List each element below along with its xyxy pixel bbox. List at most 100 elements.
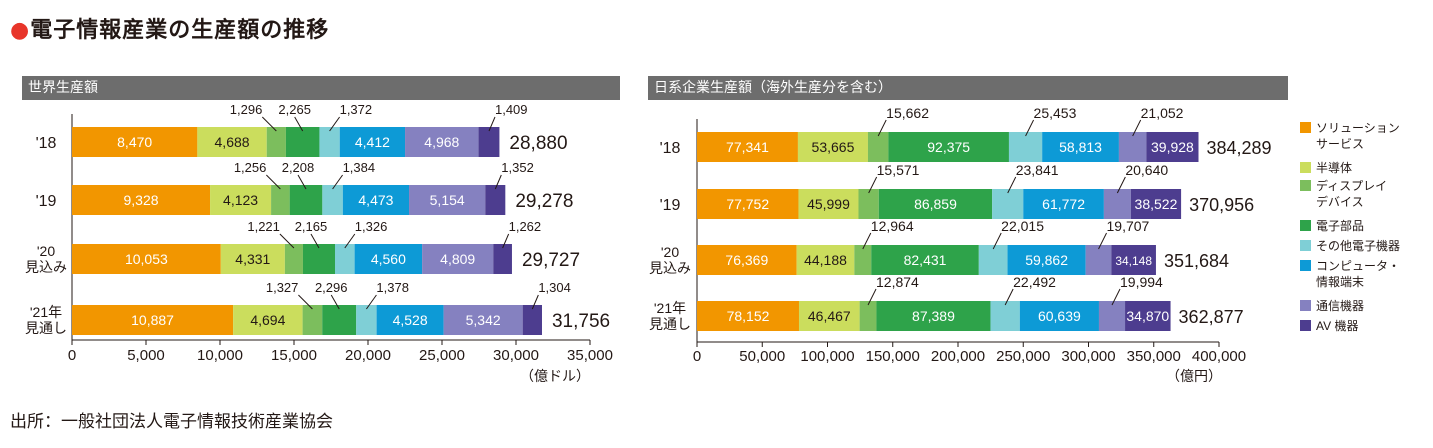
world-callout-line <box>502 233 510 249</box>
japan-bar-segment <box>798 189 859 219</box>
japan-bar-segment <box>1146 132 1199 162</box>
japan-callout-line <box>1111 288 1121 306</box>
japan-bar-segment <box>798 301 860 331</box>
japan-data-label: 23,841 <box>1016 162 1059 178</box>
japan-data-label: 77,341 <box>726 139 769 155</box>
world-bar-segment <box>72 305 234 335</box>
world-callout-line <box>488 116 496 132</box>
japan-bar-segment <box>697 189 799 219</box>
japan-bar-segment <box>1085 245 1112 275</box>
japan-bar-segment <box>888 132 1009 162</box>
japan-bar-segment <box>871 245 979 275</box>
japan-callout-line <box>1132 119 1142 137</box>
world-bar-segment <box>302 305 323 335</box>
world-total-label: 29,278 <box>515 191 573 212</box>
japan-bar-segment <box>990 301 1020 331</box>
japan-tick-label: 100,000 <box>800 348 854 365</box>
japan-bar-segment <box>1008 132 1043 162</box>
japan-bar-segment <box>878 189 993 219</box>
japan-bar-segment <box>1007 245 1086 275</box>
world-callout-line <box>329 116 341 132</box>
world-bar-segment <box>72 244 221 274</box>
japan-bar-segment <box>876 301 991 331</box>
world-category-label: '18 <box>36 135 57 152</box>
world-bar-segment <box>302 244 335 274</box>
world-tick-label: 30,000 <box>493 347 539 364</box>
world-bar-segment <box>271 185 290 215</box>
japan-category-label: 見込み <box>649 260 691 276</box>
japan-bar-segment <box>697 301 799 331</box>
world-bar-segment <box>322 185 343 215</box>
japan-data-label: 20,640 <box>1125 162 1168 178</box>
japan-callout-line <box>1098 232 1107 250</box>
world-data-label: 4,331 <box>235 251 270 267</box>
legend-label: AV 機器 <box>1316 318 1358 333</box>
world-bar-segment <box>334 244 355 274</box>
japan-data-label: 12,964 <box>871 218 914 234</box>
world-tick-label: 35,000 <box>567 347 613 364</box>
world-bar-segment <box>210 185 272 215</box>
world-unit-label: （億ドル） <box>520 368 590 384</box>
japan-bar-segment <box>797 132 868 162</box>
japan-unit-label: （億円） <box>1166 368 1222 384</box>
world-data-label: 9,328 <box>124 192 159 208</box>
world-data-label: 4,688 <box>215 134 250 150</box>
japan-bar-segment <box>859 301 877 331</box>
world-data-label: 1,378 <box>376 280 409 295</box>
world-callout-line <box>494 174 502 190</box>
world-bar-segment <box>289 185 323 215</box>
world-bar-segment <box>522 305 542 335</box>
world-bar-segment <box>356 305 377 335</box>
japan-bar-segment <box>1118 132 1147 162</box>
japan-callout-line <box>1007 176 1017 194</box>
japan-data-label: 76,369 <box>725 252 768 268</box>
world-data-label: 1,409 <box>495 102 528 117</box>
japan-tick-label: 250,000 <box>996 348 1050 365</box>
japan-data-label: 82,431 <box>904 252 947 268</box>
japan-bar-segment <box>854 245 872 275</box>
world-data-label: 4,560 <box>371 251 406 267</box>
world-callout-line <box>266 174 281 190</box>
japan-data-label: 38,522 <box>1135 196 1178 212</box>
world-data-label: 10,887 <box>131 312 174 328</box>
legend-label: デバイス <box>1316 194 1364 209</box>
japan-data-label: 77,752 <box>726 196 769 212</box>
japan-data-label: 25,453 <box>1034 105 1077 121</box>
world-data-label: 4,968 <box>424 134 459 150</box>
japan-data-label: 22,492 <box>1013 274 1056 290</box>
japan-data-label: 21,052 <box>1141 105 1184 121</box>
japan-bar-segment <box>796 245 855 275</box>
page-title: ●電子情報産業の生産額の推移 <box>10 12 329 44</box>
japan-tick-label: 50,000 <box>739 348 785 365</box>
world-data-label: 2,265 <box>278 102 311 117</box>
world-tick-label: 10,000 <box>197 347 243 364</box>
japan-callout-line <box>868 176 878 194</box>
japan-category-label: '18 <box>660 140 681 157</box>
legend-label: ソリューション <box>1316 121 1400 135</box>
world-callout-line <box>261 116 277 132</box>
japan-data-label: 53,665 <box>812 139 855 155</box>
world-data-label: 1,384 <box>343 160 376 175</box>
world-data-label: 2,296 <box>315 280 348 295</box>
japan-data-label: 15,662 <box>886 105 929 121</box>
world-bar-segment <box>233 305 303 335</box>
japan-category-label: '19 <box>660 197 681 214</box>
japan-bar-segment <box>1103 189 1131 219</box>
world-category-label: '20 <box>37 243 55 259</box>
japan-category-label: 見通し <box>649 316 691 332</box>
world-tick-label: 20,000 <box>345 347 391 364</box>
japan-data-label: 19,707 <box>1107 218 1150 234</box>
japan-bar-segment <box>1042 132 1119 162</box>
japan-bar-segment <box>1019 301 1099 331</box>
world-bar-segment <box>478 127 500 157</box>
japan-data-label: 59,862 <box>1025 252 1068 268</box>
world-total-label: 31,756 <box>552 311 610 332</box>
world-total-label: 29,727 <box>522 250 580 271</box>
japan-bar-segment <box>867 132 889 162</box>
legend-swatch <box>1300 180 1311 191</box>
japan-total-label: 370,956 <box>1189 195 1254 215</box>
world-bar-segment <box>339 127 406 157</box>
world-data-label: 1,296 <box>230 102 263 117</box>
world-callout-line <box>330 294 340 310</box>
legend-label: ディスプレイ <box>1316 178 1387 193</box>
